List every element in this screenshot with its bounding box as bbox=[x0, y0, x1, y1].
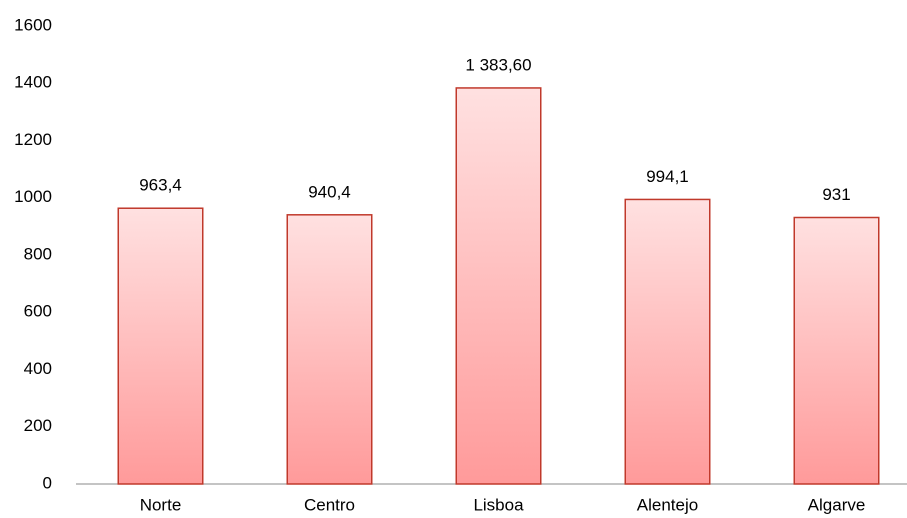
y-tick-label: 1400 bbox=[14, 73, 52, 92]
y-tick-label: 800 bbox=[24, 244, 52, 263]
bar bbox=[286, 214, 373, 485]
y-tick-label: 1000 bbox=[14, 187, 52, 206]
x-tick-label: Lisboa bbox=[473, 495, 524, 514]
bar bbox=[793, 216, 880, 485]
x-tick-label: Centro bbox=[304, 495, 355, 514]
value-label: 994,1 bbox=[646, 167, 689, 186]
y-tick-label: 1200 bbox=[14, 130, 52, 149]
bar bbox=[117, 207, 204, 485]
value-label: 940,4 bbox=[308, 182, 351, 201]
value-label: 1 383,60 bbox=[465, 55, 531, 74]
y-tick-label: 400 bbox=[24, 359, 52, 378]
bar bbox=[624, 198, 711, 485]
value-label: 931 bbox=[822, 185, 850, 204]
y-tick-label: 0 bbox=[43, 473, 52, 492]
x-tick-label: Alentejo bbox=[637, 495, 698, 514]
x-tick-label: Norte bbox=[140, 495, 182, 514]
y-tick-label: 200 bbox=[24, 416, 52, 435]
value-label: 963,4 bbox=[139, 176, 182, 195]
bar bbox=[455, 87, 542, 485]
y-tick-label: 1600 bbox=[14, 15, 52, 34]
x-tick-label: Algarve bbox=[808, 495, 866, 514]
y-tick-label: 600 bbox=[24, 302, 52, 321]
